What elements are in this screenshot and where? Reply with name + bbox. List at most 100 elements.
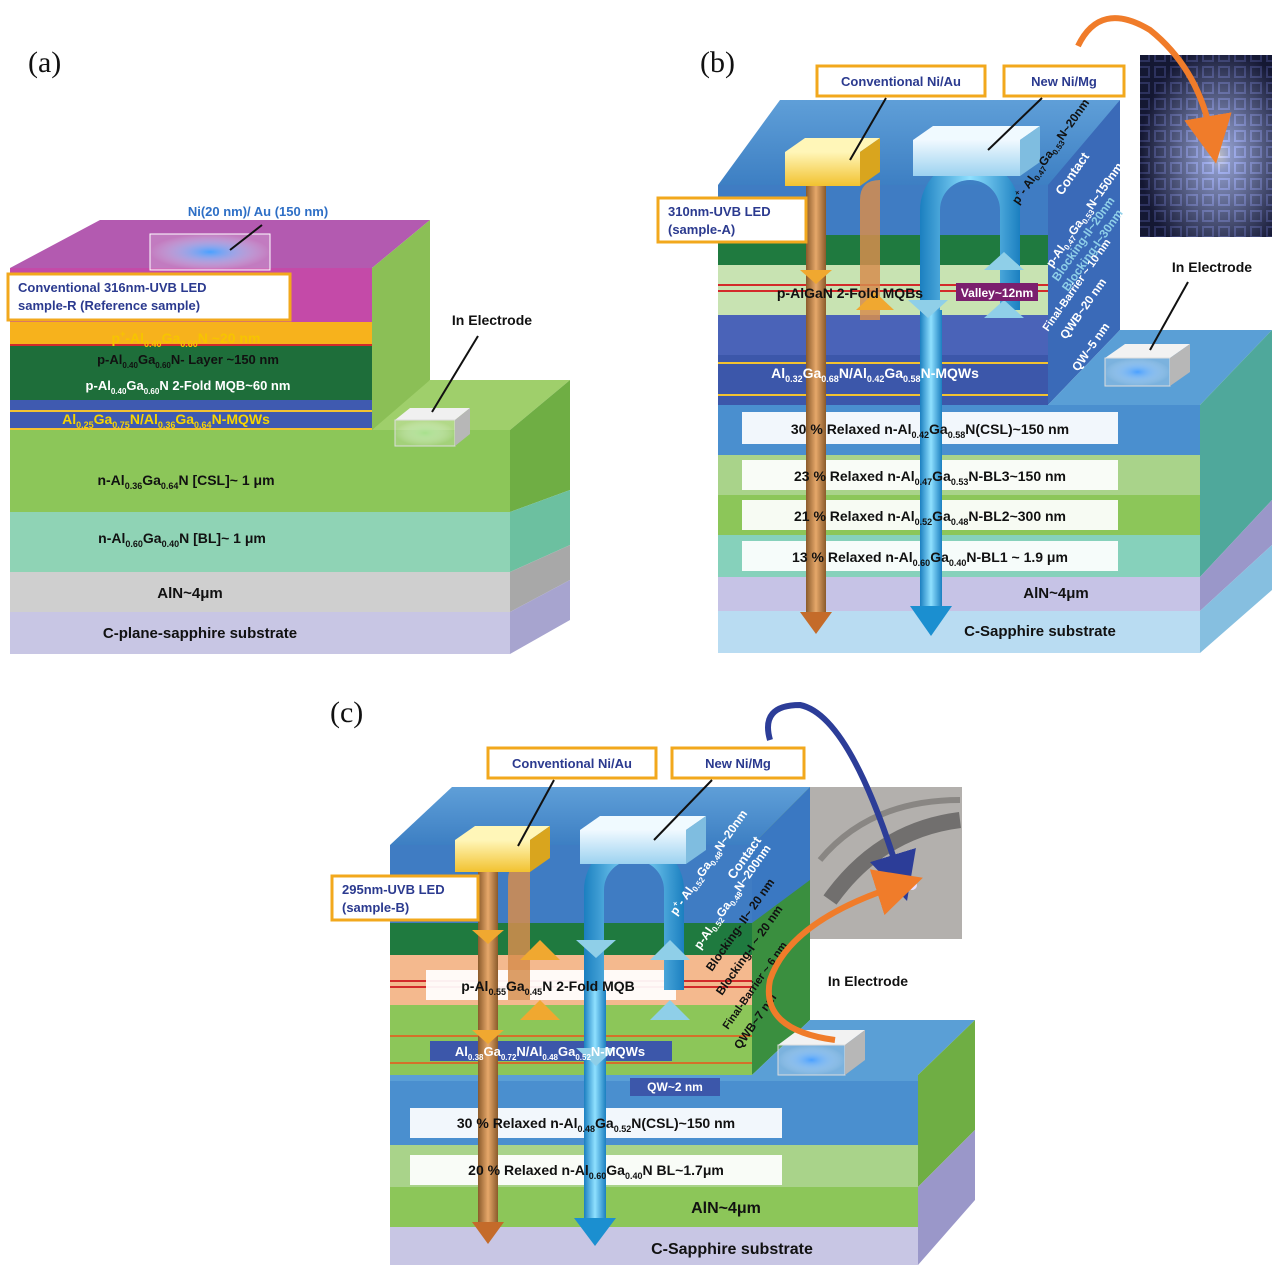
- c-mqw-line-2: [390, 1062, 752, 1064]
- b-label-csl: 30 % Relaxed n-Al0.42Ga0.58N(CSL)~150 nm: [791, 421, 1069, 440]
- b-electrode: [1104, 357, 1171, 387]
- b-hole-arrow-up: [860, 180, 880, 320]
- c-ice-side: [686, 816, 706, 864]
- c-layer-p200: [390, 923, 752, 955]
- b-label-bl3: 23 % Relaxed n-Al0.47Ga0.53N-BL3~150 nm: [794, 468, 1066, 487]
- c-electrode: [777, 1044, 846, 1076]
- a-label-p-layer: p-Al0.40Ga0.60N- Layer ~150 nm: [97, 352, 279, 370]
- c-hole-arrow-up: [508, 860, 530, 1000]
- panel-a-tag: (a): [28, 46, 61, 79]
- c-electrode-label: In Electrode: [828, 973, 908, 989]
- b-chevron-5: [984, 252, 1024, 270]
- a-side-sub: [510, 580, 570, 654]
- c-label-aln: AlN~4μm: [691, 1200, 761, 1217]
- c-label-csl: 30 % Relaxed n-Al0.48Ga0.52N(CSL)~150 nm: [457, 1115, 735, 1134]
- b-valley-box: [956, 283, 1038, 301]
- c-mesa-side-top: [752, 787, 810, 923]
- c-ice-contact: [580, 830, 686, 864]
- a-contact-label: Ni(20 nm)/ Au (150 nm): [188, 204, 328, 219]
- c-chevron-4: [576, 940, 616, 958]
- b-label-bl1: 13 % Relaxed n-Al0.60Ga0.40N-BL1 ~ 1.9 μ…: [792, 549, 1068, 568]
- b-callout-line2: (sample-A): [668, 222, 735, 237]
- c-photo-arrow-out: [765, 869, 923, 1043]
- a-electrode-top: [395, 408, 470, 420]
- a-side-bl: [510, 490, 570, 572]
- c-btn-new: [670, 746, 806, 780]
- a-electrode-label: In Electrode: [452, 312, 532, 328]
- b-mqw-line-1: [718, 362, 1048, 364]
- b-electrode-top: [1105, 344, 1190, 358]
- c-callout-line1: 295nm-UVB LED: [342, 882, 445, 897]
- c-btn-conventional: [486, 746, 658, 780]
- a-callout-line2: sample-R (Reference sample): [18, 298, 200, 313]
- c-label-bl: 20 % Relaxed n-Al0.60Ga0.40N BL~1.7μm: [468, 1162, 724, 1181]
- b-leader-conventional: [849, 97, 887, 161]
- b-gold-side: [860, 138, 880, 186]
- b-layer-substrate: [718, 611, 1200, 653]
- c-photo-arrow-in: [765, 701, 916, 901]
- b-mesa-side: [1048, 100, 1120, 405]
- c-chevron-3: [520, 1000, 560, 1020]
- a-mqw-line-1: [10, 410, 372, 412]
- b-chevron-3: [908, 300, 948, 318]
- panel-a: (a) Ni(20 nm)/ Au (150 nm) Conventional …: [6, 46, 570, 654]
- c-btn-conventional-label: Conventional Ni/Au: [512, 756, 632, 771]
- b-chevron-4: [984, 300, 1024, 318]
- c-photo-spot: [907, 880, 917, 890]
- b-electrode-side: [1170, 344, 1190, 386]
- a-contact-pad: [149, 233, 271, 271]
- a-step-face: [372, 220, 430, 430]
- c-ice-top: [580, 816, 706, 830]
- c-box-mqb: [426, 970, 676, 1000]
- c-leader-new: [653, 779, 713, 841]
- c-layer-mqw: [390, 1005, 752, 1075]
- a-layer-aln: [10, 572, 510, 612]
- b-leader-new: [987, 97, 1043, 151]
- a-label-bl: n-Al0.60Ga0.40N [BL]~ 1 μm: [98, 530, 266, 549]
- a-layer-mqb: [10, 346, 372, 400]
- c-mqw-label: Al0.38Ga0.72N/Al0.48Ga0.52N-MQWs: [455, 1044, 645, 1062]
- b-side-sub: [1200, 545, 1272, 653]
- b-chevron-2: [856, 292, 894, 310]
- b-photo-glow: [1140, 55, 1272, 237]
- c-box-qw: [630, 1078, 720, 1096]
- a-layer-csl-top: [10, 430, 510, 440]
- b-layer-aln: [718, 577, 1200, 611]
- c-mqb-label: p-Al0.55Ga0.45N 2-Fold MQB: [461, 978, 635, 997]
- a-layer-csl: [10, 440, 510, 512]
- a-callout-line1: Conventional 316nm-UVB LED: [18, 280, 207, 295]
- b-hole-arrow-head: [800, 612, 832, 634]
- c-chevron-5: [650, 940, 690, 960]
- a-side-aln: [510, 545, 570, 612]
- b-electron-arrow-head: [910, 606, 952, 636]
- b-electrode-leader: [1149, 281, 1189, 351]
- b-mqw-label: Al0.32Ga0.68N/Al0.42Ga0.58N-MQWs: [771, 365, 979, 384]
- c-mqw-line-1: [390, 1035, 752, 1037]
- c-callout: [330, 874, 480, 922]
- panel-c: (c): [330, 696, 975, 1265]
- a-label-substrate: C-plane-sapphire substrate: [103, 625, 297, 642]
- b-btn-conventional-label: Conventional Ni/Au: [841, 74, 961, 89]
- b-hole-arrow-down: [806, 185, 826, 615]
- c-chevron-1: [472, 930, 504, 944]
- a-electrode-side: [455, 408, 470, 446]
- b-gold-contact: [785, 152, 860, 186]
- b-label-bl2: 21 % Relaxed n-Al0.52Ga0.48N-BL2~300 nm: [794, 508, 1066, 527]
- panel-c-tag: (c): [330, 696, 363, 729]
- a-layer-bl: [10, 512, 510, 572]
- a-label-p-plus: p+-Al0.40Ga0.60N ~20 nm: [112, 329, 261, 349]
- b-label-aln: AlN~4μm: [1023, 585, 1088, 602]
- a-layer-substrate: [10, 612, 510, 654]
- b-chevron-1: [800, 270, 832, 284]
- b-photo-arrow: [1075, 15, 1232, 164]
- b-mqw-line-2: [718, 394, 1048, 396]
- c-hole-arrow-head: [472, 1222, 504, 1244]
- b-ice-contact: [913, 140, 1020, 176]
- a-label-csl: n-Al0.36Ga0.64N [CSL]~ 1 μm: [97, 472, 274, 491]
- b-side-aln: [1200, 500, 1272, 611]
- b-btn-conventional: [815, 64, 987, 98]
- b-mqb-line-2: [718, 290, 1048, 292]
- b-label-substrate: C-Sapphire substrate: [964, 623, 1116, 640]
- c-chevron-2: [520, 940, 560, 960]
